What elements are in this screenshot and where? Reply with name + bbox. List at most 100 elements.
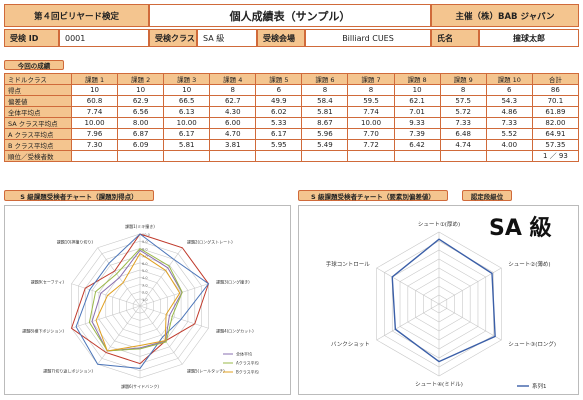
table-cell: 5.81 (163, 139, 211, 151)
table-row: SA クラス平均点 10.00 8.00 10.00 6.00 5.33 8.67 10.00… (4, 117, 580, 129)
grade-title: 認定段級位 (462, 190, 512, 201)
table-cell (301, 150, 349, 162)
table-cell: 8 (209, 84, 257, 96)
axis-label: 課題6(サイドバンク) (121, 383, 159, 389)
axis-label: シュート②(薄め) (508, 260, 550, 268)
table-cell: 6.13 (163, 106, 211, 118)
table-cell: 57.35 (531, 139, 580, 151)
chart1-title: S 級課題受検者チャート（課題別得点） (4, 190, 154, 201)
table-cell: 7.01 (393, 106, 441, 118)
table-cell: 86 (531, 84, 580, 96)
column-header: 課題 7 (347, 73, 395, 85)
table-cell: 4.86 (485, 106, 533, 118)
table-cell: 10 (393, 84, 441, 96)
legend-entry: Aクラス平均 (236, 360, 259, 366)
axis-label: シュート③(ロング) (508, 340, 556, 348)
column-header: 合計 (531, 73, 580, 85)
table-cell: 5.95 (255, 139, 303, 151)
table-cell: 4.30 (209, 106, 257, 118)
table-cell: 8.67 (301, 117, 349, 129)
grid-spoke (438, 303, 502, 341)
table-cell: 10 (117, 84, 165, 96)
name-label: 氏名 (431, 29, 479, 47)
table-cell: 7.72 (347, 139, 395, 151)
corner-label: ミドルクラス (4, 73, 72, 85)
table-cell: 8 (439, 84, 487, 96)
column-header: 課題 2 (117, 73, 165, 85)
header-info-row: 受検 ID 0001 受検クラス SA 級 受検会場 Billiard CUES… (4, 29, 579, 47)
table-cell: 4.00 (485, 139, 533, 151)
grid-spoke (71, 283, 141, 307)
table-cell: 5.72 (439, 106, 487, 118)
axis-label: 課題9(セーフティ) (31, 278, 65, 284)
table-cell: 6 (485, 84, 533, 96)
table-cell: 1 ／ 93 (531, 150, 580, 162)
table-cell: 58.4 (301, 95, 349, 107)
table-row: 得点 10 10 10 8 6 8 8 10 8 6 86 (4, 84, 580, 96)
table-cell: 5.81 (301, 106, 349, 118)
column-header: 課題 8 (393, 73, 441, 85)
series-line (91, 249, 183, 352)
row-label: 順位／受検者数 (4, 150, 72, 162)
tick-label: 1.0 (142, 298, 148, 302)
series-line (391, 238, 496, 363)
table-cell: 59.5 (347, 95, 395, 107)
table-cell: 5.52 (485, 128, 533, 140)
table-cell: 10.00 (70, 117, 119, 129)
row-label: A クラス平均点 (4, 128, 72, 140)
table-cell (347, 150, 395, 162)
tick-label: 4.0 (142, 276, 148, 280)
series-line (95, 252, 181, 352)
column-header: 課題 4 (209, 73, 257, 85)
column-header: 課題 6 (301, 73, 349, 85)
table-cell: 5.96 (301, 128, 349, 140)
grid-spoke (139, 247, 183, 307)
chart2-box: シュート①(厚め) シュート②(薄め) シュート③(ロング) シュート④(ミドル) バン… (298, 205, 579, 395)
series-line (75, 233, 210, 369)
header-title-row: 第４回ビリヤード検定 個人成績表（サンプル） 主催（株）BAB ジャパン (4, 4, 579, 27)
row-label: B クラス平均点 (4, 139, 72, 151)
chart1-box: 1.0 2.0 3.0 4.0 5.0 6.0 7.0 8.0 9.0 10.0 課題1(ミキ撞き)… (4, 205, 291, 395)
table-cell: 62.1 (393, 95, 441, 107)
table-cell: 4.74 (439, 139, 487, 151)
tick-label: 10.0 (142, 233, 150, 237)
venue-value: Billiard CUES (305, 29, 431, 47)
table-cell: 64.91 (531, 128, 580, 140)
grid-spoke (139, 305, 209, 329)
tick-label: 3.0 (142, 283, 148, 287)
tick-label: 2.0 (142, 291, 148, 295)
task-radar-chart: 1.02.03.04.05.06.07.08.09.010.0課題1(ミキ撞き)… (22, 223, 259, 389)
table-cell: 6.09 (117, 139, 165, 151)
table-cell: 10 (70, 84, 119, 96)
axis-label: 課題2(ロングストレート) (187, 238, 233, 244)
table-row: 偏差値 60.8 62.9 66.5 62.7 49.9 58.4 59.5 62.1 57.5 5… (4, 95, 580, 107)
table-cell: 57.5 (439, 95, 487, 107)
axis-label: バンクショット (331, 341, 370, 348)
axis-label: 課題8(横下ポジション) (22, 328, 64, 334)
table-cell: 54.3 (485, 95, 533, 107)
grid-spoke (139, 283, 209, 307)
class-value: SA 級 (197, 29, 257, 47)
table-cell (439, 150, 487, 162)
venue-label: 受検会場 (257, 29, 305, 47)
table-cell: 60.8 (70, 95, 119, 107)
table-cell: 7.96 (70, 128, 119, 140)
table-cell: 7.33 (439, 117, 487, 129)
grid-spoke (438, 267, 502, 305)
table-cell: 6.48 (439, 128, 487, 140)
axis-label: 課題5(レールタッチ) (187, 368, 225, 374)
name-value: 撞球太郎 (479, 29, 579, 47)
table-cell: 62.9 (117, 95, 165, 107)
id-label: 受検 ID (4, 29, 59, 47)
table-cell: 6.87 (117, 128, 165, 140)
page-title: 個人成績表（サンプル） (149, 4, 431, 27)
table-cell: 66.5 (163, 95, 211, 107)
table-cell (393, 150, 441, 162)
axis-label: 課題4(ロングカット) (216, 328, 254, 334)
grid-spoke (97, 247, 141, 307)
table-cell (70, 150, 119, 162)
tick-label: 9.0 (142, 240, 148, 244)
series-line (88, 248, 183, 352)
table-cell: 9.33 (393, 117, 441, 129)
tick-label: 8.0 (142, 247, 148, 251)
